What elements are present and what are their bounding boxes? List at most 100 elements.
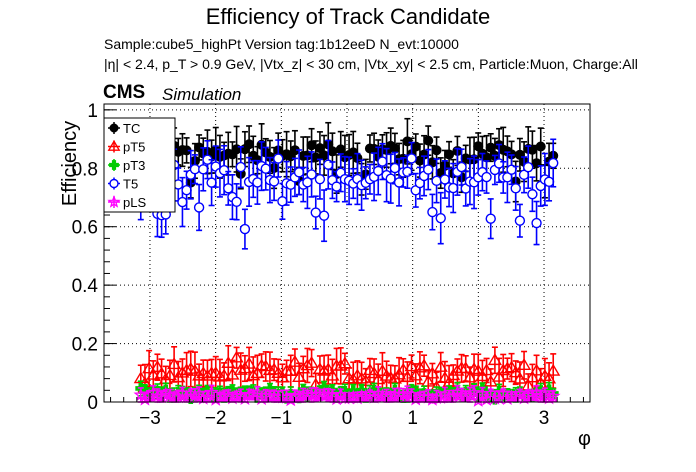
data-point	[167, 357, 182, 370]
data-point	[268, 176, 280, 187]
data-point	[181, 184, 192, 196]
y-tick-label: 0.4	[72, 276, 99, 297]
data-point	[217, 368, 232, 381]
data-point	[244, 139, 255, 150]
data-point	[204, 384, 219, 399]
data-point	[516, 357, 532, 371]
data-point	[475, 369, 490, 382]
data-point	[333, 358, 348, 371]
data-point	[346, 372, 361, 385]
data-point	[306, 169, 317, 180]
data-point	[304, 355, 319, 368]
y-tick-label: 0	[87, 393, 98, 414]
series-t5	[135, 138, 559, 250]
data-point	[431, 145, 442, 156]
data-point	[389, 162, 401, 174]
x-tick-label: 1	[407, 408, 418, 429]
legend-label: pLS	[123, 195, 146, 210]
data-point	[523, 161, 534, 173]
data-point	[373, 165, 384, 177]
data-point	[450, 363, 465, 376]
chart-subtitle-line1: Sample:cube5_highPt Version tag:1b12eeD …	[104, 36, 459, 52]
legend-marker	[109, 160, 119, 170]
data-point	[431, 175, 442, 187]
data-point	[531, 217, 542, 229]
data-point	[198, 164, 209, 175]
data-point	[154, 366, 169, 379]
data-point	[437, 371, 452, 384]
data-point	[400, 370, 415, 383]
data-point	[273, 153, 284, 164]
data-point	[235, 161, 246, 173]
data-point	[471, 363, 486, 376]
data-point	[408, 368, 423, 381]
data-point	[393, 177, 405, 188]
data-point	[527, 189, 538, 200]
y-tick-label: 0.8	[72, 159, 98, 180]
y-tick-label: 0.6	[72, 218, 98, 239]
data-point	[293, 167, 305, 178]
data-point	[193, 202, 205, 213]
data-point	[487, 353, 502, 366]
chart-title: Efficiency of Track Candidate	[205, 4, 491, 29]
data-point	[462, 370, 477, 383]
data-point	[325, 368, 340, 381]
data-point	[162, 368, 178, 381]
x-axis-label: φ	[578, 428, 591, 450]
legend-label: TC	[123, 121, 140, 136]
x-tick-label: −3	[139, 408, 161, 429]
data-point	[389, 143, 400, 154]
data-point	[233, 362, 248, 375]
data-point	[229, 350, 244, 363]
data-point	[275, 370, 290, 383]
data-point	[218, 164, 230, 176]
data-point	[481, 171, 492, 183]
chart-subtitle-line2: |η| < 2.4, p_T > 0.9 GeV, |Vtx_z| < 30 c…	[104, 56, 638, 72]
legend-marker	[107, 194, 121, 208]
data-point	[283, 363, 298, 376]
data-point	[427, 206, 438, 218]
data-point	[192, 368, 207, 381]
data-point	[223, 183, 234, 194]
data-point	[433, 359, 448, 372]
data-point	[310, 152, 321, 163]
data-point	[535, 141, 546, 152]
data-point	[358, 373, 373, 386]
data-point	[508, 365, 523, 378]
x-tick-label: 3	[539, 408, 550, 429]
data-point	[331, 181, 342, 192]
data-point	[444, 149, 455, 160]
data-point	[512, 371, 527, 384]
data-point	[404, 359, 419, 372]
legend-label: pT5	[123, 140, 145, 155]
data-point	[179, 363, 194, 376]
data-point	[314, 173, 326, 185]
legend: TC pT5 pT3 T5 pLS	[103, 117, 176, 213]
data-point	[254, 358, 269, 371]
data-point	[546, 363, 561, 376]
data-point	[377, 156, 388, 167]
x-tick-label: 0	[342, 408, 353, 429]
data-point	[412, 360, 427, 373]
legend-label: pT3	[123, 158, 145, 173]
data-point	[318, 210, 330, 221]
data-point	[206, 177, 217, 188]
data-point	[312, 362, 327, 375]
data-point	[231, 196, 242, 207]
data-point	[177, 196, 188, 208]
simulation-label: Simulation	[162, 85, 242, 104]
x-tick-label: −1	[270, 408, 292, 429]
data-point	[510, 183, 521, 194]
data-point	[142, 361, 157, 374]
data-point	[406, 153, 417, 164]
data-point	[545, 388, 561, 403]
data-point	[337, 356, 352, 369]
data-point	[212, 369, 228, 382]
data-point	[421, 374, 436, 387]
data-point	[239, 223, 251, 235]
data-point	[375, 363, 390, 376]
data-point	[242, 356, 257, 369]
data-point	[385, 173, 396, 184]
cms-label: CMS	[103, 82, 146, 103]
data-point	[187, 363, 203, 376]
